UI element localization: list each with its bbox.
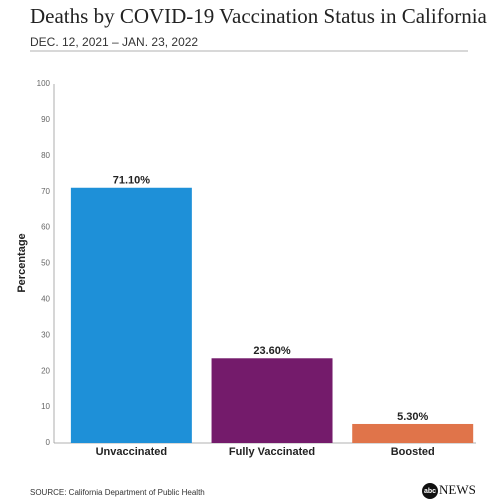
y-tick-label: 90 [41,115,50,124]
x-tick-label: Boosted [391,446,435,458]
bar [352,423,474,443]
value-label: 71.10% [113,175,151,187]
y-tick-label: 60 [41,223,50,232]
chart-subtitle: DEC. 12, 2021 – JAN. 23, 2022 [30,35,198,49]
y-axis-label: Percentage [16,233,28,292]
y-tick-label: 70 [41,187,50,196]
logo-circle [422,483,438,499]
bar [211,358,333,443]
bar [70,187,192,443]
y-tick-label: 40 [41,295,50,304]
y-tick-label: 30 [41,330,50,339]
source: SOURCE: California Department of Public … [30,488,205,497]
y-tick-label: 10 [41,402,50,411]
y-tick-label: 0 [46,438,51,447]
y-tick-label: 100 [37,79,51,88]
value-label: 5.30% [397,411,428,423]
y-tick-label: 80 [41,151,50,160]
logo-mark: abc [424,488,436,495]
x-tick-label: Unvaccinated [96,446,168,458]
y-tick-label: 20 [41,366,50,375]
x-tick-label: Fully Vaccinated [229,446,315,458]
y-tick-label: 50 [41,259,50,268]
logo-text: NEWS [439,482,476,497]
chart-title: Deaths by COVID-19 Vaccination Status in… [30,4,488,28]
value-label: 23.60% [253,345,291,357]
